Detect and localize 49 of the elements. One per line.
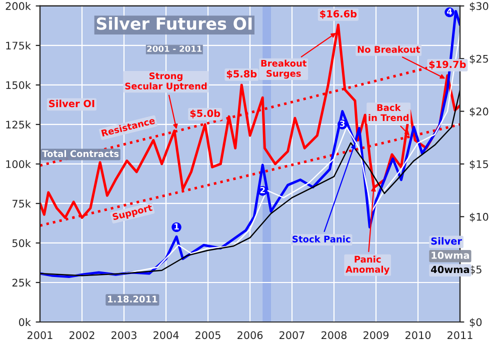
x-tick-label: 2002 <box>70 331 94 340</box>
annotation: 2 <box>260 186 265 194</box>
x-tick-label: 2008 <box>322 331 347 340</box>
y2-tick-label: $5 <box>470 265 482 275</box>
y2-tick-label: $10 <box>470 212 488 222</box>
annotation: 1.18.2011 <box>108 296 158 302</box>
annotation: Total Contracts <box>42 150 119 158</box>
text: 2001 - 2011 <box>147 46 202 52</box>
y2-tick-label: $30 <box>470 2 488 12</box>
y-tick-label: 75k <box>12 200 31 208</box>
text: Silver Futures OI <box>96 17 252 30</box>
x-tick-label: 2005 <box>196 331 220 340</box>
y-tick-label: 0k <box>19 318 31 326</box>
y-tick-label: 25k <box>12 278 31 287</box>
y-tick-label: 200k <box>6 2 31 10</box>
text: Silver OI <box>49 100 94 108</box>
y-tick-label: 175k <box>6 42 31 50</box>
annotation: $16.6b <box>320 10 357 19</box>
x-tick-label: 2011 <box>448 331 472 340</box>
y2-tick-label: $20 <box>470 107 488 117</box>
x-tick-label: 2001 <box>28 331 52 340</box>
y-tick-label: 50k <box>12 239 31 248</box>
annotation: $5.8b <box>226 70 257 79</box>
annotation: No Breakout <box>358 46 420 53</box>
annotation: 3 <box>340 120 345 127</box>
text: 40wma <box>431 266 470 274</box>
annotation: Stock Panic <box>292 235 350 242</box>
y-tick-label: 125k <box>6 120 31 129</box>
annotation: 4 <box>446 8 452 15</box>
annotation: Breakout Surges <box>261 60 307 79</box>
y2-tick-label: $15 <box>470 160 488 170</box>
x-tick-label: 2003 <box>112 331 136 340</box>
x-tick-label: 2009 <box>364 331 389 340</box>
annotation: $19.7b <box>429 60 466 70</box>
y2-tick-label: $0 <box>470 318 482 328</box>
annotation: Strong Secular Uptrend <box>125 72 207 92</box>
y2-tick-label: $25 <box>470 54 488 64</box>
text: Silver <box>431 237 462 245</box>
x-tick-label: 2004 <box>154 331 179 340</box>
annotation: Panic Anomaly <box>346 256 390 275</box>
y-tick-label: 150k <box>6 81 31 90</box>
text: 10wma <box>432 252 470 259</box>
x-tick-label: 2010 <box>406 331 431 340</box>
annotation: $5.0b <box>190 110 220 118</box>
y-tick-label: 100k <box>6 160 31 168</box>
x-tick-label: 2006 <box>238 331 263 340</box>
x-tick-label: 2007 <box>280 331 304 340</box>
annotation: Back in Trend <box>368 104 408 122</box>
annotation: 1 <box>174 223 179 230</box>
